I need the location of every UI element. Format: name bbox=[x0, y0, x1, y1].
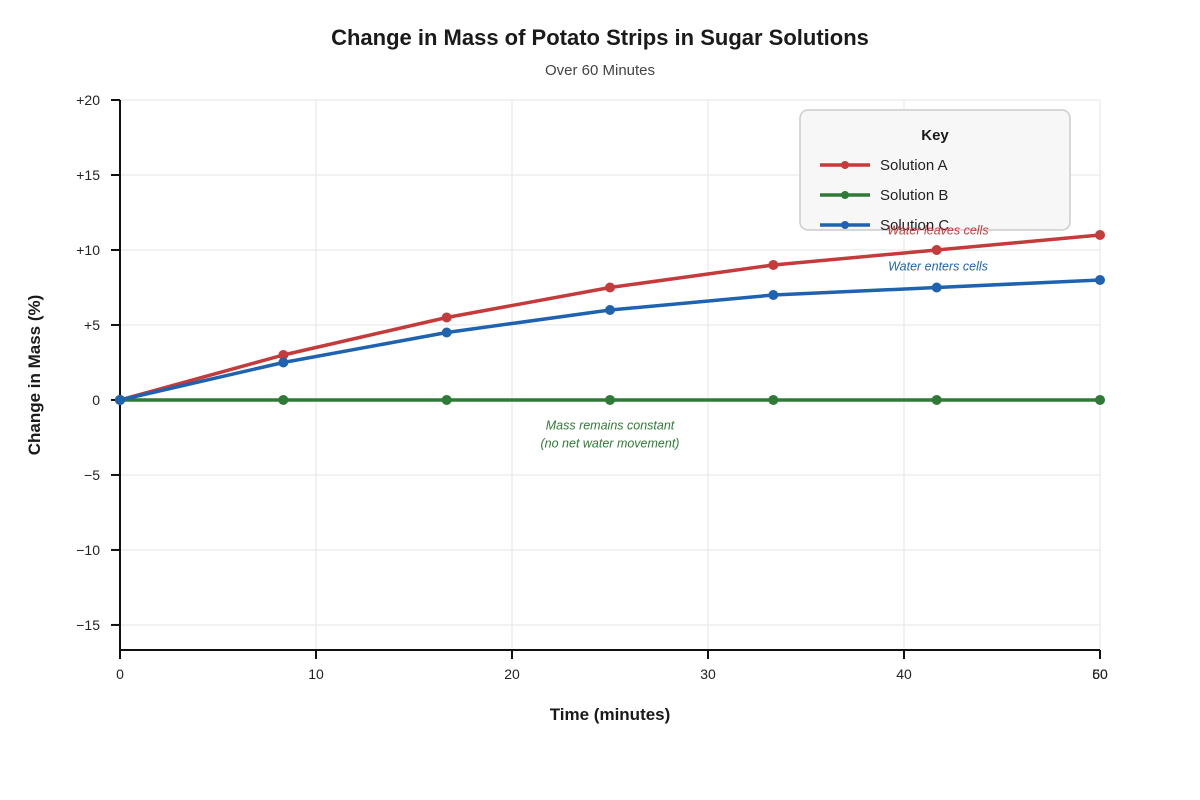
x-tick-label: 10 bbox=[308, 666, 324, 682]
y-axis-ticks: +20 +15 +10 +5 0 −5 −10 −15 bbox=[76, 92, 120, 633]
x-tick-label: 60 bbox=[1092, 666, 1108, 682]
data-point bbox=[605, 282, 615, 293]
y-tick-label: −15 bbox=[76, 617, 100, 633]
legend-title: Key bbox=[921, 127, 949, 144]
legend: Key Solution A Solution B Solution C bbox=[799, 109, 1071, 234]
annotation-label: Mass remains constant bbox=[546, 418, 675, 432]
data-point bbox=[1095, 229, 1105, 240]
data-point bbox=[605, 304, 615, 315]
y-tick-label: 0 bbox=[92, 392, 100, 408]
data-point bbox=[441, 327, 452, 338]
data-point bbox=[278, 349, 289, 360]
annotation-label: (no net water movement) bbox=[541, 436, 680, 450]
annotations: Water leaves cells Water enters cells Mass… bbox=[541, 223, 989, 450]
data-point bbox=[441, 312, 452, 323]
x-axis-title: Time (minutes) bbox=[550, 705, 671, 724]
data-point bbox=[931, 394, 942, 405]
y-tick-label: +20 bbox=[76, 92, 100, 108]
series-line-3 bbox=[118, 278, 1102, 402]
legend-swatch-marker bbox=[841, 161, 849, 169]
annotation-label: Water leaves cells bbox=[887, 223, 988, 237]
data-point bbox=[768, 394, 779, 405]
legend-swatch-marker bbox=[841, 221, 849, 229]
y-tick-label: +15 bbox=[76, 167, 100, 183]
data-point bbox=[605, 394, 615, 405]
data-point bbox=[768, 259, 779, 270]
data-point bbox=[931, 282, 942, 293]
x-tick-label: 0 bbox=[116, 666, 124, 682]
x-tick-label: 30 bbox=[700, 666, 716, 682]
legend-label: Solution C bbox=[880, 217, 949, 234]
annotation-label: Water enters cells bbox=[888, 259, 988, 273]
data-point bbox=[278, 357, 289, 368]
y-axis-title: Change in Mass (%) bbox=[25, 295, 44, 456]
legend-items: Solution A Solution B Solution C bbox=[820, 157, 949, 234]
chart-title: Change in Mass of Potato Strips in Sugar… bbox=[331, 25, 869, 50]
series-points bbox=[115, 229, 1105, 405]
y-tick-label: +10 bbox=[76, 242, 100, 258]
legend-swatch-marker bbox=[841, 191, 849, 199]
x-tick-label: 20 bbox=[504, 666, 520, 682]
data-point bbox=[441, 394, 452, 405]
axes bbox=[119, 100, 1100, 651]
y-tick-label: −5 bbox=[84, 467, 100, 483]
data-point bbox=[115, 394, 125, 405]
legend-label: Solution B bbox=[880, 187, 948, 204]
data-point bbox=[768, 289, 779, 300]
data-point bbox=[1095, 394, 1105, 405]
x-tick-label: 50 bbox=[1092, 666, 1108, 682]
data-point bbox=[1095, 274, 1105, 285]
data-point bbox=[278, 394, 289, 405]
x-tick-label: 40 bbox=[896, 666, 912, 682]
data-point bbox=[931, 244, 942, 255]
chart-subtitle: Over 60 Minutes bbox=[545, 62, 655, 79]
legend-label: Solution A bbox=[880, 157, 948, 174]
legend-box bbox=[799, 109, 1071, 231]
y-tick-label: +5 bbox=[84, 317, 100, 333]
y-tick-label: −10 bbox=[76, 542, 100, 558]
